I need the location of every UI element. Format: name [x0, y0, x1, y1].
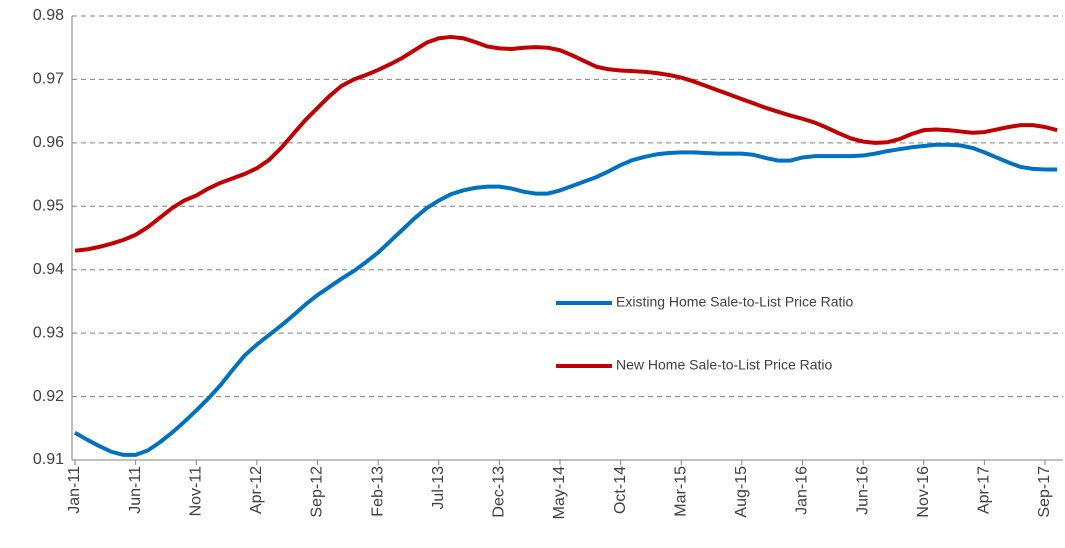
y-tick-label: 0.97	[33, 71, 64, 88]
x-tick-label: Apr-17	[976, 466, 993, 514]
y-tick-label: 0.92	[33, 388, 64, 405]
x-tick-label: Jun-16	[854, 466, 871, 515]
x-tick-label: Nov-16	[915, 466, 932, 518]
x-tick-label: Jan-16	[794, 466, 811, 515]
x-tick-label: Feb-13	[369, 466, 386, 517]
y-tick-label: 0.93	[33, 324, 64, 341]
y-tick-label: 0.94	[33, 261, 64, 278]
x-tick-label: Sep-17	[1036, 466, 1053, 518]
x-tick-label: Jun-11	[127, 466, 144, 514]
y-tick-label: 0.95	[33, 198, 64, 215]
x-tick-label: Aug-15	[733, 466, 750, 518]
line-series	[74, 142, 1058, 457]
x-tick-label: Jan-11	[66, 466, 83, 514]
line-series	[74, 34, 1058, 253]
x-tick-label: Oct-14	[612, 466, 629, 514]
x-tick-label: Mar-15	[672, 466, 689, 517]
legend-label: Existing Home Sale-to-List Price Ratio	[616, 294, 854, 310]
y-tick-label: 0.96	[33, 134, 64, 151]
x-tick-label: Dec-13	[491, 466, 508, 518]
x-tick-label: May-14	[551, 466, 568, 519]
x-tick-label: Sep-12	[309, 466, 326, 518]
y-tick-label: 0.91	[33, 451, 64, 468]
legend-label: New Home Sale-to-List Price Ratio	[616, 357, 833, 373]
x-tick-label: Jul-13	[430, 466, 447, 510]
x-tick-label: Nov-11	[187, 466, 204, 516]
x-tick-label: Apr-12	[248, 466, 265, 514]
y-tick-label: 0.98	[33, 7, 64, 24]
